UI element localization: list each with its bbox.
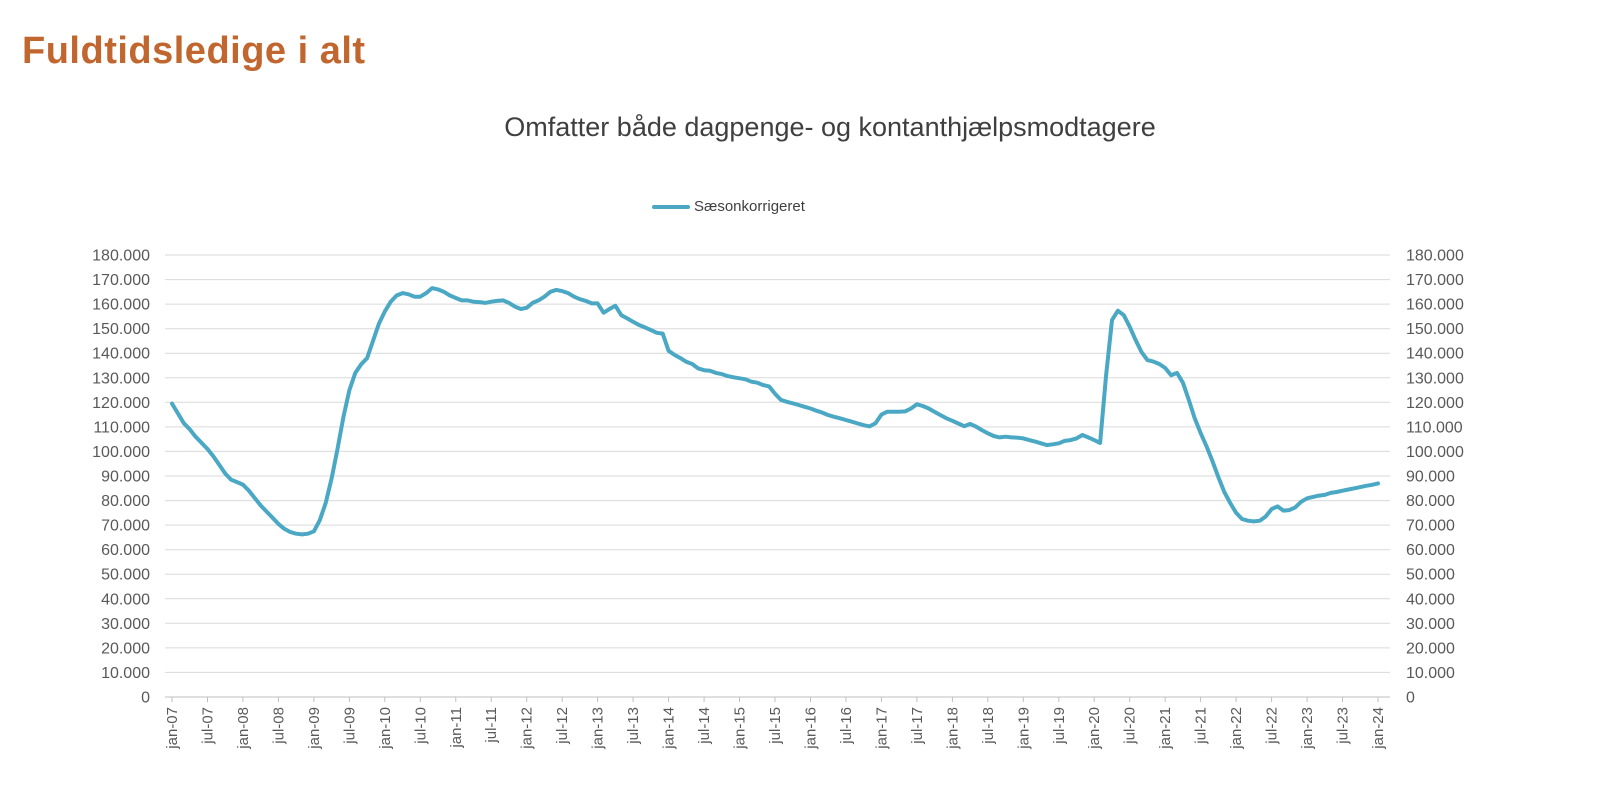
- x-axis-label: jan-24: [1370, 707, 1387, 750]
- y-axis-label-left: 90.000: [101, 469, 150, 486]
- x-axis-label: jan-07: [164, 707, 181, 750]
- x-axis-label: jul-08: [270, 707, 287, 745]
- y-axis-label-right: 160.000: [1406, 297, 1464, 314]
- x-axis-label: jul-12: [554, 707, 571, 745]
- x-axis-label: jul-20: [1122, 707, 1139, 745]
- y-axis-label-left: 60.000: [101, 542, 150, 559]
- y-axis-label-left: 80.000: [101, 493, 150, 510]
- y-axis-label-left: 120.000: [92, 395, 150, 412]
- x-axis-label: jul-21: [1193, 707, 1210, 745]
- y-axis-label-right: 70.000: [1406, 518, 1455, 535]
- y-axis-label-left: 130.000: [92, 370, 150, 387]
- x-axis-label: jul-15: [767, 707, 784, 745]
- x-axis-label: jul-16: [838, 707, 855, 745]
- page-title: Fuldtidsledige i alt: [22, 30, 366, 72]
- y-axis-label-left: 100.000: [92, 444, 150, 461]
- x-axis-label: jan-23: [1299, 707, 1316, 750]
- y-axis-label-right: 150.000: [1406, 321, 1464, 338]
- y-axis-label-left: 170.000: [92, 272, 150, 289]
- y-axis-label-left: 150.000: [92, 321, 150, 338]
- x-axis-label: jan-20: [1086, 707, 1103, 750]
- x-axis-label: jul-07: [200, 707, 217, 745]
- y-axis-label-right: 140.000: [1406, 346, 1464, 363]
- x-axis-label: jan-15: [732, 707, 749, 750]
- y-axis-label-right: 170.000: [1406, 272, 1464, 289]
- legend-label: Sæsonkorrigeret: [694, 198, 805, 215]
- y-axis-label-left: 30.000: [101, 616, 150, 633]
- x-axis-label: jan-12: [519, 707, 536, 750]
- chart-title: Omfatter både dagpenge- og kontanthjælps…: [504, 112, 1156, 142]
- y-axis-label-right: 90.000: [1406, 469, 1455, 486]
- y-axis-label-left: 0: [141, 690, 150, 707]
- y-axis-label-left: 40.000: [101, 591, 150, 608]
- y-axis-label-left: 20.000: [101, 640, 150, 657]
- series-line-saesonkorrigeret: [170, 286, 1380, 537]
- y-axis-label-right: 40.000: [1406, 591, 1455, 608]
- x-axis-label: jan-17: [873, 707, 890, 750]
- x-axis-label: jan-11: [448, 707, 465, 749]
- legend-line-marker-icon: [652, 204, 690, 209]
- y-axis-label-right: 20.000: [1406, 640, 1455, 657]
- y-axis-label-right: 120.000: [1406, 395, 1464, 412]
- y-axis-label-right: 0: [1406, 690, 1415, 707]
- y-axis-label-right: 100.000: [1406, 444, 1464, 461]
- y-axis-label-right: 110.000: [1406, 419, 1463, 436]
- x-axis-label: jul-19: [1051, 707, 1068, 745]
- x-axis-label: jul-18: [980, 707, 997, 745]
- x-axis-label: jan-14: [661, 707, 678, 750]
- x-axis-label: jan-19: [1015, 707, 1032, 750]
- x-axis-label: jul-23: [1335, 707, 1352, 745]
- x-axis-label: jul-10: [412, 707, 429, 745]
- y-axis-label-right: 80.000: [1406, 493, 1455, 510]
- x-axis-label: jul-17: [909, 707, 926, 745]
- x-axis-label: jul-14: [696, 707, 713, 745]
- x-axis-label: jul-11: [483, 707, 500, 744]
- x-axis-label: jul-22: [1264, 707, 1281, 745]
- y-axis-label-left: 180.000: [92, 248, 150, 265]
- x-axis-label: jul-13: [625, 707, 642, 745]
- legend[interactable]: Sæsonkorrigeret: [652, 198, 805, 215]
- x-axis-label: jan-10: [377, 707, 394, 750]
- y-axis-label-right: 60.000: [1406, 542, 1455, 559]
- x-axis-label: jan-13: [590, 707, 607, 750]
- y-axis-label-left: 110.000: [93, 419, 150, 436]
- y-axis-label-right: 130.000: [1406, 370, 1464, 387]
- y-axis-label-left: 10.000: [101, 665, 150, 682]
- x-axis-label: jan-08: [235, 707, 252, 750]
- y-axis-label-left: 70.000: [101, 518, 150, 535]
- x-axis-label: jan-16: [803, 707, 820, 750]
- x-axis-label: jan-18: [944, 707, 961, 750]
- x-axis-label: jan-09: [306, 707, 323, 750]
- y-axis-label-left: 50.000: [101, 567, 150, 584]
- x-axis-label: jan-22: [1228, 707, 1245, 750]
- y-axis-label-left: 160.000: [92, 297, 150, 314]
- x-axis-label: jan-21: [1157, 707, 1174, 750]
- y-axis-label-right: 30.000: [1406, 616, 1455, 633]
- y-axis-label-left: 140.000: [92, 346, 150, 363]
- x-axis-label: jul-09: [341, 707, 358, 745]
- y-axis-label-right: 180.000: [1406, 248, 1464, 265]
- y-axis-label-right: 10.000: [1406, 665, 1455, 682]
- y-axis-label-right: 50.000: [1406, 567, 1455, 584]
